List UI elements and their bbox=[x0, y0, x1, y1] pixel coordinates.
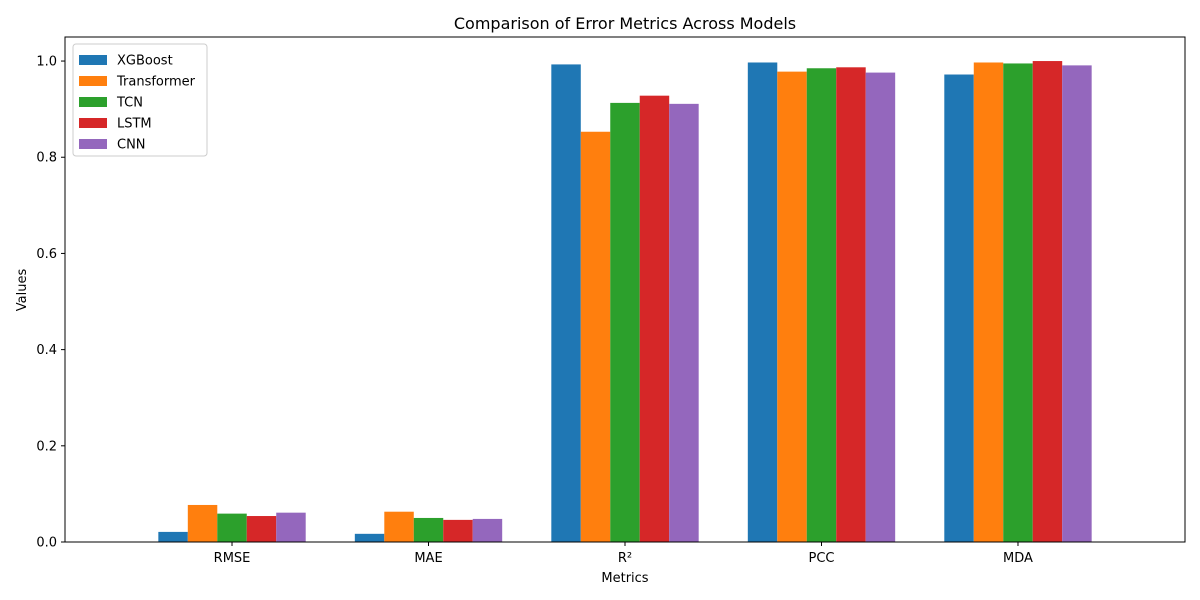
bar-xgboost-3 bbox=[747, 62, 778, 542]
bar-transformer-2 bbox=[580, 131, 611, 542]
legend-label-tcn: TCN bbox=[116, 96, 143, 111]
y-tick-label: 0.2 bbox=[36, 439, 57, 454]
y-axis: 0.0 0.2 0.4 0.6 0.8 1.0 bbox=[36, 55, 65, 551]
legend-swatch-transformer bbox=[79, 76, 107, 86]
x-axis: RMSE MAE R² PCC MDA bbox=[214, 542, 1033, 566]
y-tick-label: 0.4 bbox=[36, 343, 57, 358]
y-axis-title: Values bbox=[15, 269, 30, 312]
bar-tcn-0 bbox=[217, 513, 247, 542]
bar-transformer-3 bbox=[777, 71, 807, 542]
bar-tcn-4 bbox=[1003, 63, 1033, 542]
x-tick-label: PCC bbox=[808, 551, 834, 566]
y-tick-label: 0.0 bbox=[36, 536, 57, 551]
bar-cnn-1 bbox=[472, 518, 503, 542]
legend-label-transformer: Transformer bbox=[116, 75, 196, 90]
bar-tcn-1 bbox=[413, 517, 444, 542]
legend-label-lstm: LSTM bbox=[117, 117, 152, 132]
legend-swatch-lstm bbox=[79, 118, 107, 128]
y-tick-label: 0.6 bbox=[36, 247, 57, 262]
bar-lstm-4 bbox=[1032, 61, 1063, 543]
bar-xgboost-1 bbox=[354, 533, 385, 542]
y-tick-label: 0.8 bbox=[36, 151, 57, 166]
x-tick-label: RMSE bbox=[214, 551, 251, 566]
bar-cnn-4 bbox=[1062, 65, 1092, 542]
bar-cnn-0 bbox=[276, 512, 306, 542]
bar-transformer-1 bbox=[384, 511, 414, 542]
bars-group bbox=[158, 61, 1092, 543]
bar-lstm-2 bbox=[639, 95, 670, 542]
bar-cnn-2 bbox=[669, 103, 699, 542]
x-tick-label: MDA bbox=[1003, 551, 1033, 566]
legend-swatch-cnn bbox=[79, 139, 107, 149]
bar-cnn-3 bbox=[865, 72, 896, 542]
bar-tcn-3 bbox=[806, 68, 837, 542]
legend-swatch-xgboost bbox=[79, 55, 107, 65]
bar-xgboost-0 bbox=[158, 531, 188, 542]
legend: XGBoost Transformer TCN LSTM CNN bbox=[72, 43, 208, 157]
bar-transformer-0 bbox=[187, 504, 218, 542]
bar-lstm-3 bbox=[836, 67, 866, 543]
y-tick-label: 1.0 bbox=[36, 55, 57, 70]
x-axis-title: Metrics bbox=[601, 571, 648, 586]
chart-title: Comparison of Error Metrics Across Model… bbox=[454, 14, 796, 33]
bar-lstm-0 bbox=[246, 516, 277, 542]
bar-transformer-4 bbox=[973, 62, 1004, 542]
legend-label-xgboost: XGBoost bbox=[117, 54, 173, 69]
bar-lstm-1 bbox=[443, 519, 473, 542]
x-tick-label: R² bbox=[618, 551, 632, 566]
bar-xgboost-4 bbox=[944, 74, 974, 542]
legend-label-cnn: CNN bbox=[117, 138, 146, 153]
bar-xgboost-2 bbox=[551, 64, 581, 543]
bar-tcn-2 bbox=[610, 102, 640, 542]
x-tick-label: MAE bbox=[414, 551, 442, 566]
legend-swatch-tcn bbox=[79, 97, 107, 107]
